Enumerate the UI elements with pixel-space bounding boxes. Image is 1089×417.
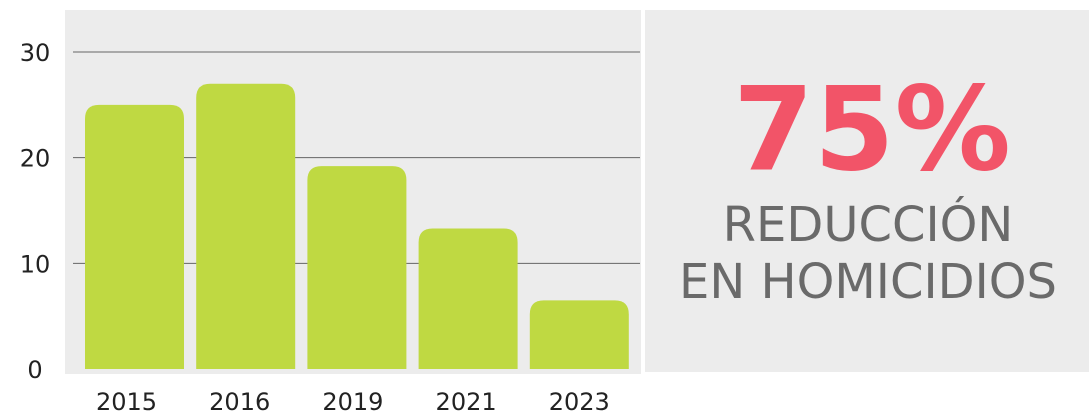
y-tick-label: 30: [20, 39, 51, 67]
x-tick-label: 2016: [209, 388, 270, 416]
bar: [196, 83, 296, 369]
stat-label: REDUCCIÓN: [723, 196, 1014, 253]
bar: [418, 228, 518, 369]
x-tick-label: 2019: [322, 388, 383, 416]
stat-label: EN HOMICIDIOS: [679, 254, 1057, 310]
y-tick-label: 10: [20, 250, 51, 278]
bar: [85, 104, 184, 369]
x-tick-label: 2023: [549, 388, 610, 416]
headline: 75%: [733, 63, 1011, 198]
stat-panel: [645, 10, 1089, 372]
bar: [307, 166, 407, 369]
x-tick-label: 2021: [436, 388, 497, 416]
bar: [529, 300, 629, 369]
x-tick-label: 2015: [96, 388, 157, 416]
y-tick-label: 0: [27, 356, 42, 384]
y-tick-label: 20: [20, 145, 51, 173]
